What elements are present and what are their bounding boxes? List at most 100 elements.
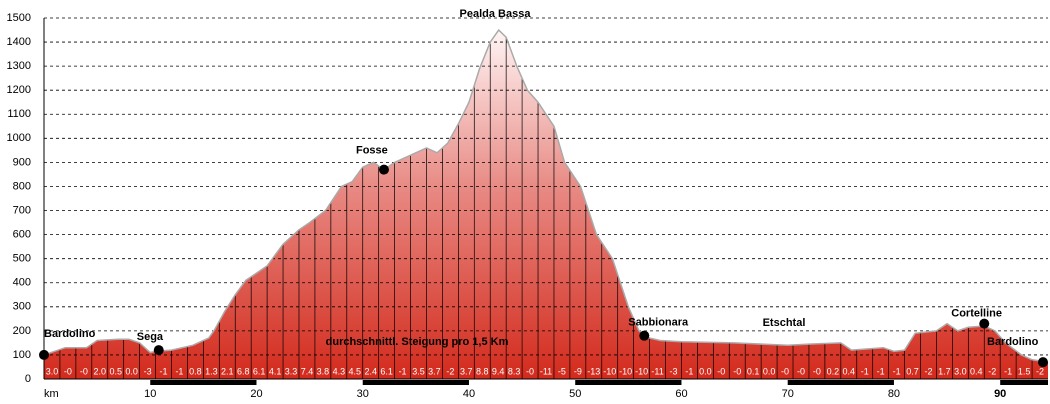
axis-band (1000, 380, 1048, 385)
gradient-label: 1.5 (1018, 366, 1031, 376)
waypoint-label: Sega (137, 331, 164, 343)
axis-band (575, 380, 682, 385)
gradient-label: -0 (80, 366, 88, 376)
y-tick-label: 1200 (7, 84, 31, 96)
gradient-label: 0.2 (827, 366, 840, 376)
gradient-label: 0.7 (906, 366, 919, 376)
gradient-label: -1 (1004, 366, 1012, 376)
x-tick-label: 20 (250, 388, 262, 400)
gradient-label: -5 (558, 366, 566, 376)
gradient-label: -3 (669, 366, 677, 376)
gradient-label: -0 (781, 366, 789, 376)
gradient-label: -1 (685, 366, 693, 376)
waypoint (1038, 357, 1048, 368)
gradient-label: -1 (160, 366, 168, 376)
x-tick-label: 80 (888, 388, 900, 400)
gradient-label: 2.1 (221, 366, 234, 376)
gradient-label: 2.0 (94, 366, 107, 376)
gradient-label: 3.8 (317, 366, 330, 376)
annotation: Etschtal (763, 317, 806, 329)
y-tick-label: 700 (13, 204, 31, 216)
gradient-label: -11 (651, 366, 663, 376)
y-tick-label: 1100 (7, 108, 31, 120)
gradient-label: -1 (175, 366, 183, 376)
gradient-label: -3 (144, 366, 152, 376)
gradient-label: -10 (619, 366, 632, 376)
gradient-label: 0.4 (843, 366, 856, 376)
gradient-label: 4.5 (349, 366, 362, 376)
x-tick-label: 70 (782, 388, 794, 400)
gradient-label: 1.3 (205, 366, 218, 376)
waypoint-label: Sabbionara (628, 317, 689, 329)
gradient-label: 3.0 (46, 366, 59, 376)
x-tick-label: 30 (357, 388, 369, 400)
annotation: durchschnittl. Steigung pro 1,5 Km (326, 336, 509, 348)
gradient-label: 3.0 (954, 366, 967, 376)
gradient-label: -1 (399, 366, 407, 376)
y-tick-label: 900 (13, 156, 31, 168)
gradient-label: 3.5 (412, 366, 425, 376)
gradient-label: 0.4 (970, 366, 983, 376)
gradient-label: -1 (877, 366, 885, 376)
x-tick-label: 10 (144, 388, 156, 400)
gradient-label: -2 (924, 366, 932, 376)
y-tick-label: 600 (13, 229, 31, 241)
y-tick-label: 1000 (7, 132, 31, 144)
gradient-label: -2 (446, 366, 454, 376)
gradient-label: -11 (540, 366, 552, 376)
axis-band (787, 380, 894, 385)
x-tick-label: km (44, 388, 59, 400)
gradient-label: -0 (797, 366, 805, 376)
axis-band (362, 380, 469, 385)
waypoint-label: Cortelline (951, 308, 1002, 320)
gradient-label: 3.3 (285, 366, 298, 376)
x-tick-label: 50 (569, 388, 581, 400)
gradient-label: 0.0 (763, 366, 776, 376)
gradient-label: -0 (526, 366, 534, 376)
gradient-label: -10 (603, 366, 616, 376)
gradient-label: -0 (733, 366, 741, 376)
waypoint-label: Bardolino (987, 336, 1039, 348)
y-tick-label: 200 (13, 325, 31, 337)
waypoint-label: Fosse (356, 145, 388, 157)
y-tick-label: 1300 (7, 60, 31, 72)
gradient-label: -1 (893, 366, 901, 376)
y-tick-label: 400 (13, 277, 31, 289)
y-tick-label: 1500 (7, 12, 31, 24)
gradient-label: -9 (574, 366, 582, 376)
gradient-label: 6.8 (237, 366, 250, 376)
waypoint-label: Bardolino (44, 328, 96, 340)
axis-band (150, 380, 257, 385)
x-tick-label: 40 (463, 388, 475, 400)
y-tick-label: 0 (25, 373, 31, 385)
gradient-label: 4.3 (333, 366, 346, 376)
x-tick-label: 90 (994, 388, 1006, 400)
waypoint (378, 164, 389, 175)
gradient-label: 0.0 (699, 366, 712, 376)
gradient-label: -0 (64, 366, 72, 376)
waypoint (39, 349, 49, 360)
gradient-label: -0 (717, 366, 725, 376)
gradient-label: 1.7 (938, 366, 951, 376)
gradient-label: -1 (861, 366, 869, 376)
gradient-label: 0.0 (125, 366, 138, 376)
waypoint (639, 330, 650, 341)
y-tick-label: 100 (13, 349, 31, 361)
gradient-label: 3.7 (428, 366, 441, 376)
area-fill (44, 30, 1048, 380)
gradient-label: 3.7 (460, 366, 473, 376)
gradient-label: -13 (587, 366, 600, 376)
gradient-label: 2.4 (364, 366, 377, 376)
waypoint (979, 318, 990, 329)
gradient-label: -2 (1036, 366, 1044, 376)
gradient-label: 8.3 (508, 366, 521, 376)
gradient-label: 9.4 (492, 366, 505, 376)
y-tick-label: 800 (13, 180, 31, 192)
annotation: Pealda Bassa (460, 8, 532, 20)
gradient-label: -2 (988, 366, 996, 376)
y-tick-label: 1400 (7, 36, 31, 48)
y-tick-label: 500 (13, 253, 31, 265)
elevation-line (43, 28, 1049, 363)
x-tick-label: 60 (675, 388, 687, 400)
